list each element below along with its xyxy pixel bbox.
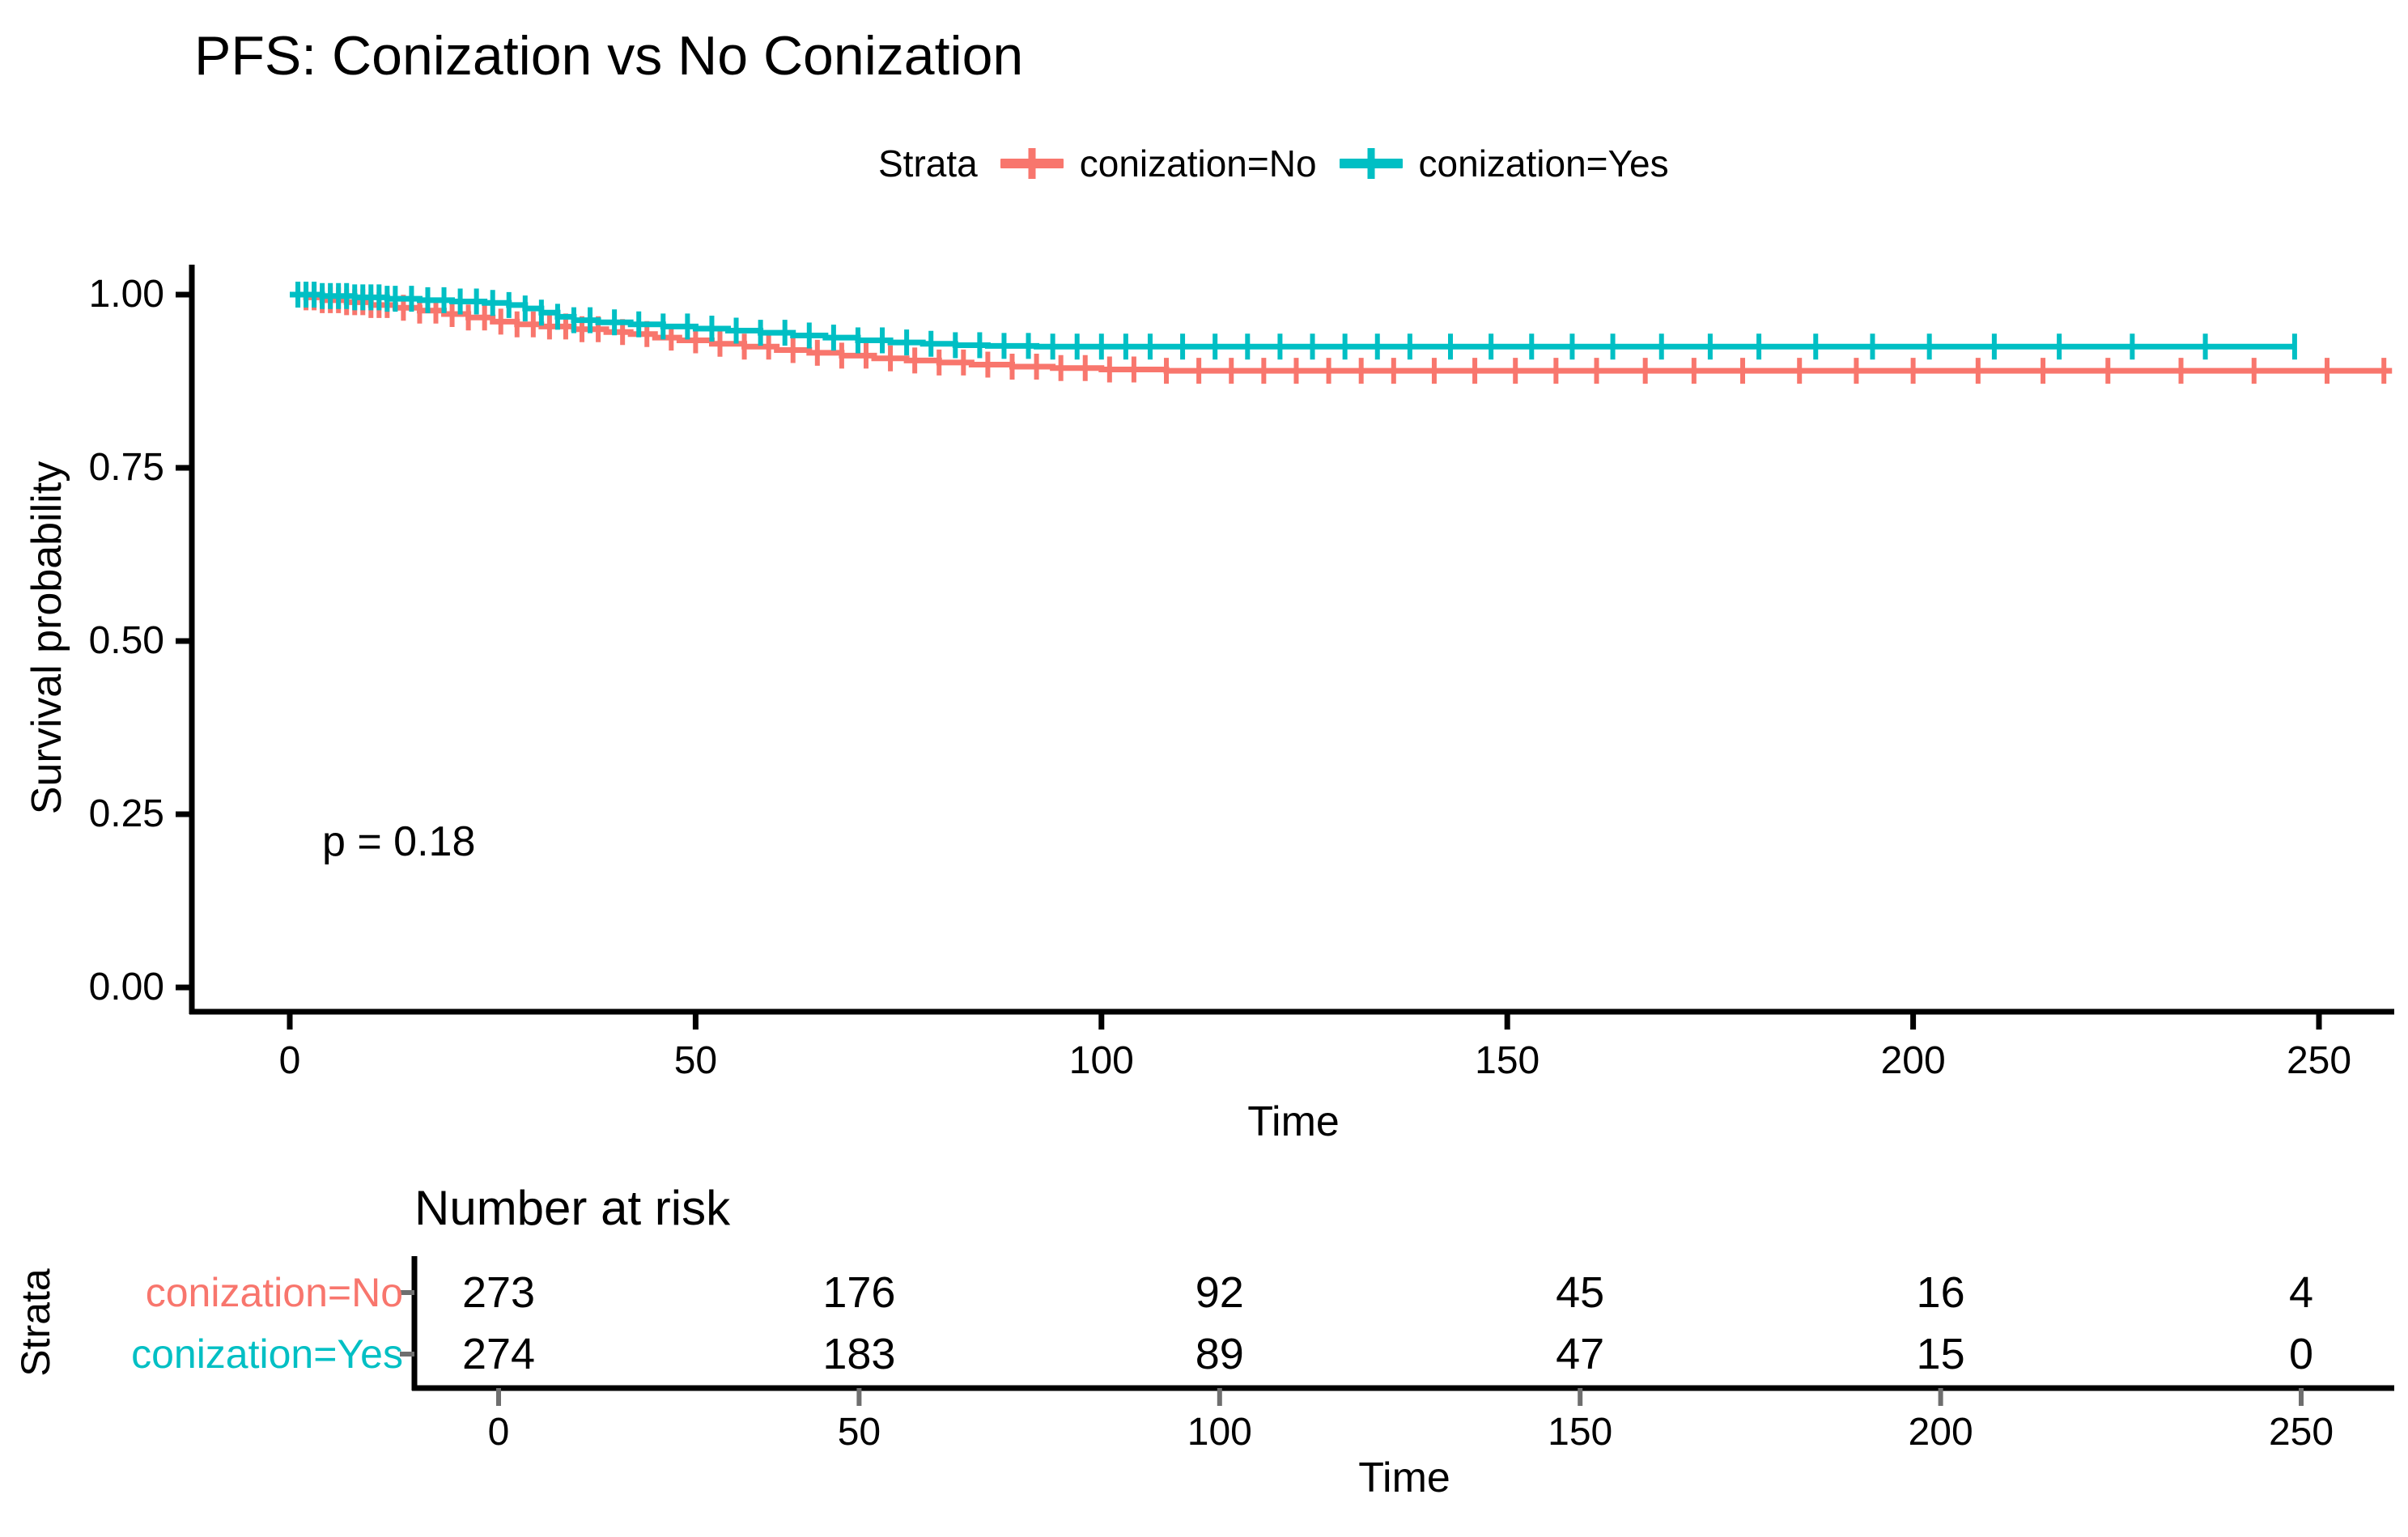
risk-x-tick-label: 50 — [837, 1411, 881, 1454]
risk-x-tick-label: 200 — [1908, 1411, 1973, 1454]
risk-row-label-conization-yes: conization=Yes — [131, 1331, 403, 1377]
main-y-tick-label: 0.00 — [88, 966, 164, 1008]
x-axis-title: Time — [1247, 1098, 1340, 1145]
main-y-tick-label: 0.25 — [88, 792, 164, 835]
legend: Strata conization=No conization=Yes — [878, 138, 1669, 189]
main-x-tick-label: 0 — [278, 1039, 301, 1082]
risk-count-conization=Yes: 89 — [1195, 1330, 1244, 1378]
risk-count-conization=Yes: 47 — [1556, 1330, 1605, 1378]
main-x-tick-label: 150 — [1475, 1039, 1540, 1082]
risk-count-conization=Yes: 0 — [2288, 1330, 2314, 1378]
main-x-tick-label: 200 — [1880, 1039, 1946, 1082]
risk-table-title: Number at risk — [414, 1181, 731, 1235]
legend-item-conization-yes: conization=Yes — [1339, 142, 1669, 185]
risk-x-tick-label: 100 — [1187, 1411, 1252, 1454]
km-curve-key-icon — [1000, 148, 1064, 179]
risk-count-conization=Yes: 183 — [822, 1330, 896, 1378]
risk-count-conization=No: 176 — [822, 1268, 896, 1317]
risk-count-conization=Yes: 274 — [461, 1330, 536, 1378]
risk-count-conization=No: 92 — [1195, 1268, 1244, 1317]
risk-count-conization=No: 4 — [2288, 1268, 2314, 1317]
km-curve-key-icon — [1339, 148, 1403, 179]
risk-count-conization=No: 273 — [461, 1268, 536, 1317]
censor-tick-icon — [1367, 148, 1375, 179]
main-x-tick-label: 100 — [1068, 1039, 1134, 1082]
risk-x-tick-label: 0 — [487, 1411, 510, 1454]
main-y-tick-label: 0.50 — [88, 619, 164, 662]
risk-table-x-axis-title: Time — [1358, 1454, 1450, 1501]
risk-row-label-conization-no: conization=No — [145, 1270, 403, 1315]
risk-count-conization=No: 45 — [1556, 1268, 1605, 1317]
risk-table-strata-axis-title: Strata — [13, 1268, 58, 1377]
legend-item-conization-no: conization=No — [1000, 142, 1317, 185]
risk-x-tick-label: 150 — [1548, 1411, 1613, 1454]
risk-x-tick-label: 250 — [2268, 1411, 2334, 1454]
legend-item-label: conization=No — [1079, 142, 1317, 185]
legend-item-label: conization=Yes — [1418, 142, 1669, 185]
risk-count-conization=No: 16 — [1916, 1268, 1965, 1317]
risk-count-conization=Yes: 15 — [1916, 1330, 1965, 1378]
km-curve-conization=No — [290, 291, 2393, 374]
main-y-tick-label: 1.00 — [88, 273, 164, 316]
main-x-tick-label: 50 — [673, 1039, 718, 1082]
censor-tick-icon — [1028, 148, 1036, 179]
p-value-annotation: p = 0.18 — [322, 818, 476, 865]
legend-title: Strata — [878, 142, 978, 185]
main-x-tick-label: 250 — [2286, 1039, 2352, 1082]
main-y-tick-label: 0.75 — [88, 446, 164, 489]
page-title: PFS: Conization vs No Conization — [194, 25, 1024, 87]
